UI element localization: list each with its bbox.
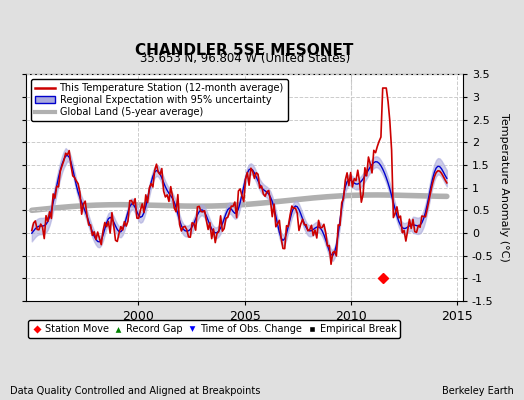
- Title: CHANDLER 5SE MESONET: CHANDLER 5SE MESONET: [135, 43, 354, 58]
- Text: Data Quality Controlled and Aligned at Breakpoints: Data Quality Controlled and Aligned at B…: [10, 386, 261, 396]
- Text: 35.653 N, 96.804 W (United States): 35.653 N, 96.804 W (United States): [139, 52, 350, 65]
- Y-axis label: Temperature Anomaly (°C): Temperature Anomaly (°C): [499, 113, 509, 262]
- Legend: Station Move, Record Gap, Time of Obs. Change, Empirical Break: Station Move, Record Gap, Time of Obs. C…: [28, 320, 400, 338]
- Text: Berkeley Earth: Berkeley Earth: [442, 386, 514, 396]
